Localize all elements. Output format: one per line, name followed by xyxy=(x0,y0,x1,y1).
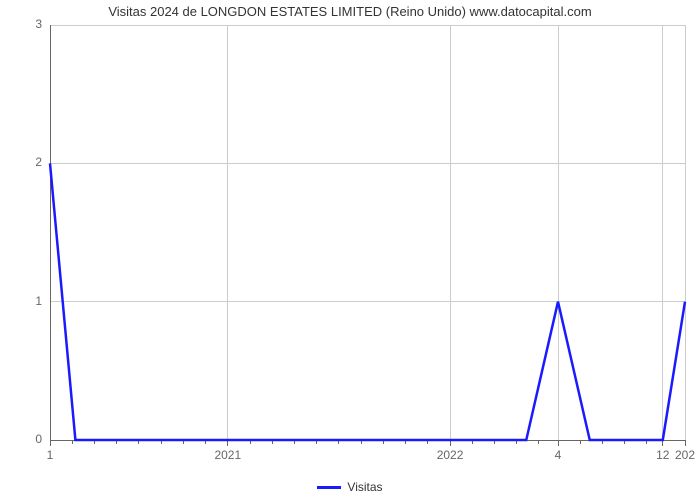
series-line xyxy=(50,25,685,440)
plot-area: 0123120212022412202 xyxy=(50,25,685,440)
x-minor-tick xyxy=(72,440,73,444)
y-tick-label: 1 xyxy=(22,294,42,308)
legend-swatch xyxy=(317,486,341,489)
x-tick-label: 4 xyxy=(533,448,583,462)
x-tick-label: 202 xyxy=(660,448,700,462)
y-tick-label: 3 xyxy=(22,17,42,31)
x-tick-label: 2022 xyxy=(425,448,475,462)
x-major-tick xyxy=(558,440,559,446)
y-tick-label: 0 xyxy=(22,432,42,446)
y-tick-label: 2 xyxy=(22,155,42,169)
legend: Visitas xyxy=(0,480,700,494)
x-major-tick xyxy=(685,440,686,446)
x-minor-tick xyxy=(538,440,539,444)
chart-title: Visitas 2024 de LONGDON ESTATES LIMITED … xyxy=(0,4,700,19)
x-minor-tick xyxy=(580,440,581,444)
chart-container: { "chart": { "type": "line", "title": "V… xyxy=(0,0,700,500)
x-tick-label: 1 xyxy=(25,448,75,462)
x-major-tick xyxy=(50,440,51,446)
x-tick-label: 2021 xyxy=(203,448,253,462)
legend-label: Visitas xyxy=(347,480,382,494)
